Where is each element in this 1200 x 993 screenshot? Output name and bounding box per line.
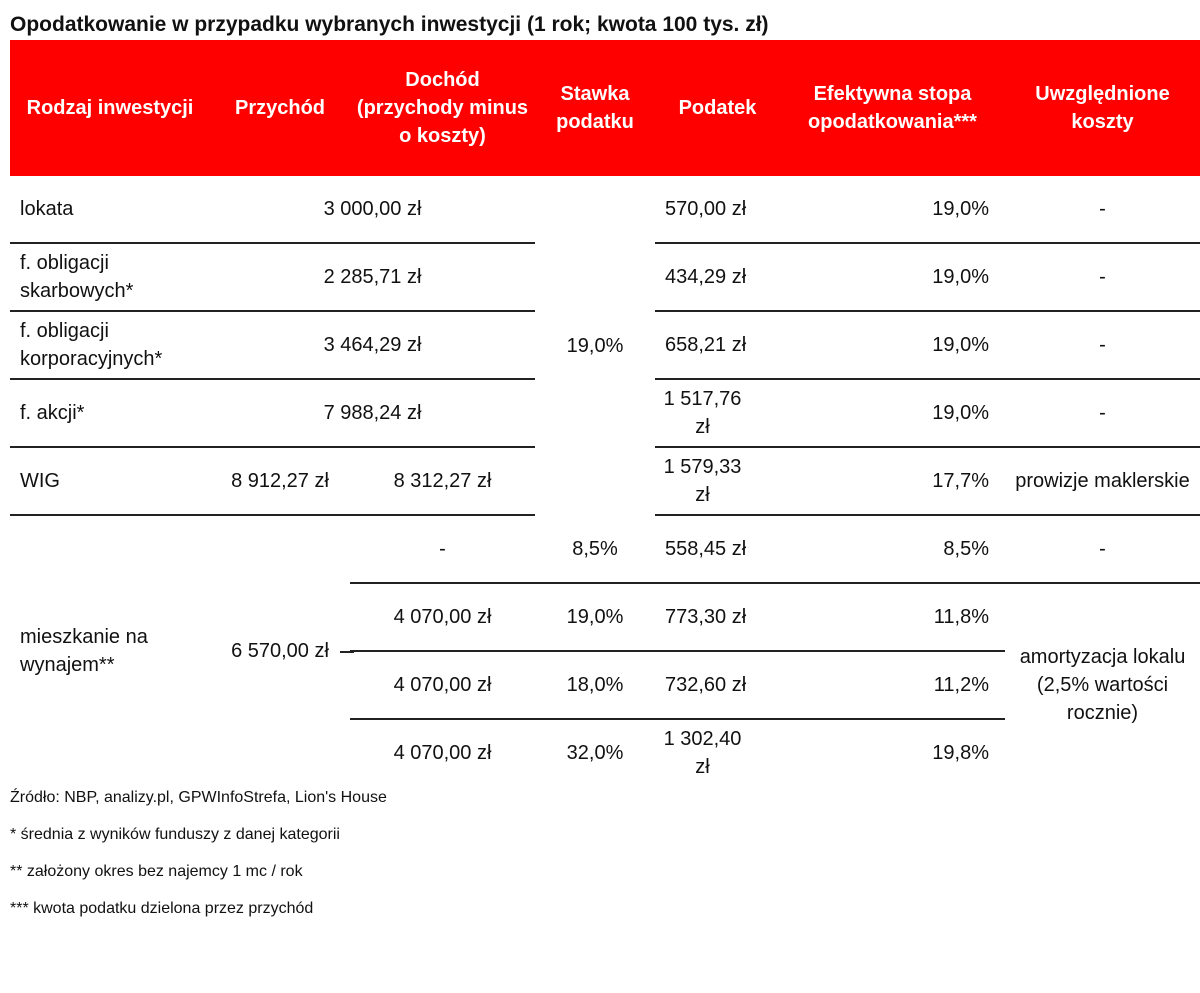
source-note: Źródło: NBP, analizy.pl, GPWInfoStrefa, … (10, 789, 387, 806)
row-tax: 1 517,76 zł (655, 379, 780, 448)
shared-tax-rate: 19,0% (566, 334, 624, 357)
row-tax: 434,29 zł (655, 243, 780, 312)
row-revenue: 6 570,00 zł (210, 515, 354, 786)
table-row: f. obligacji skarbowych* 2 285,71 zł 434… (10, 243, 1200, 312)
row-income: - (350, 515, 535, 584)
row-costs: prowizje maklerskie (1005, 447, 1200, 516)
row-effective-rate: 8,5% (780, 515, 1005, 584)
row-tax: 1 302,40 zł (663, 728, 742, 778)
row-value: 3 464,29 zł (210, 311, 535, 380)
row-tax: 732,60 zł (655, 651, 780, 720)
header-costs: Uwzględnione koszty (1005, 40, 1200, 176)
row-costs: amortyzacja lokalu (2,5% wartości roczni… (1019, 646, 1186, 724)
footnote-1: * średnia z wyników funduszy z danej kat… (10, 826, 340, 843)
row-name: mieszkanie na wynajem** (20, 626, 148, 676)
row-rate: 18,0% (535, 651, 655, 720)
row-rate: 19,0% (535, 583, 655, 652)
row-effective-rate: 19,0% (780, 243, 1005, 312)
row-tax: 773,30 zł (655, 583, 780, 652)
row-income: 4 070,00 zł (350, 583, 535, 652)
row-income: 8 312,27 zł (350, 447, 535, 516)
row-name: f. obligacji skarbowych* (10, 243, 210, 312)
table-row: 4 070,00 zł 19,0% 773,30 zł 11,8% amorty… (10, 583, 1200, 724)
row-tax: 1 579,33 zł (655, 447, 780, 516)
row-revenue: 8 912,27 zł (210, 447, 350, 516)
table-row: lokata 3 000,00 zł 19,0% 570,00 zł 19,0%… (10, 176, 1200, 357)
table-row: f. obligacji korporacyjnych* 3 464,29 zł… (10, 311, 1200, 380)
row-tax: 570,00 zł (655, 176, 780, 244)
row-income: 4 070,00 zł (393, 742, 492, 764)
row-effective-rate: 19,0% (780, 176, 1005, 244)
row-effective-rate: 19,0% (780, 311, 1005, 380)
row-effective-rate: 11,8% (780, 583, 1005, 652)
row-costs: - (1005, 515, 1200, 584)
row-name: f. obligacji korporacyjnych* (10, 311, 210, 380)
footnote-3: *** kwota podatku dzielona przez przychó… (10, 900, 314, 917)
row-effective-rate: 17,7% (780, 447, 1005, 516)
row-value: 2 285,71 zł (210, 243, 535, 312)
row-costs: - (1005, 176, 1200, 244)
table-row: mieszkanie na wynajem** 6 570,00 zł - 8,… (10, 515, 1200, 676)
row-effective-rate: 19,8% (932, 742, 989, 764)
row-effective-rate: 19,0% (780, 379, 1005, 448)
row-effective-rate: 11,2% (780, 651, 1005, 720)
row-name: lokata (10, 176, 210, 244)
row-rate: 8,5% (535, 515, 655, 584)
header-effective-rate: Efektywna stopa opodatkowania*** (780, 40, 1005, 176)
row-name: WIG (10, 447, 210, 516)
header-tax: Podatek (655, 40, 780, 176)
footnote-2: ** założony okres bez najemcy 1 mc / rok (10, 863, 303, 880)
header-income: Dochód (przychody minus o koszty) (350, 40, 535, 176)
row-value: 3 000,00 zł (210, 176, 535, 244)
header-type: Rodzaj inwestycji (10, 40, 210, 176)
row-tax: 658,21 zł (655, 311, 780, 380)
row-costs: - (1005, 311, 1200, 380)
header-rate: Stawka podatku (535, 40, 655, 176)
footnotes: Źródło: NBP, analizy.pl, GPWInfoStrefa, … (10, 784, 810, 932)
tax-table: Rodzaj inwestycji Przychód Dochód (przyc… (10, 40, 1200, 786)
header-revenue: Przychód (210, 40, 350, 176)
table-row: 4 070,00 zł 32,0% 1 302,40 zł 19,8% (10, 719, 1200, 786)
row-name: f. akcji* (10, 379, 210, 448)
row-costs: - (1005, 243, 1200, 312)
table-row: 4 070,00 zł 18,0% 732,60 zł 11,2% (10, 651, 1200, 720)
row-rate: 32,0% (566, 742, 624, 764)
table-title: Opodatkowanie w przypadku wybranych inwe… (10, 13, 769, 36)
table-row: WIG 8 912,27 zł 8 312,27 zł 1 579,33 zł … (10, 447, 1200, 516)
table-row: f. akcji* 7 988,24 zł 1 517,76 zł 19,0% … (10, 379, 1200, 448)
row-costs: - (1005, 379, 1200, 448)
row-value: 7 988,24 zł (210, 379, 535, 448)
row-tax: 558,45 zł (655, 515, 780, 584)
header-row: Rodzaj inwestycji Przychód Dochód (przyc… (10, 40, 1200, 176)
row-income: 4 070,00 zł (350, 651, 535, 720)
